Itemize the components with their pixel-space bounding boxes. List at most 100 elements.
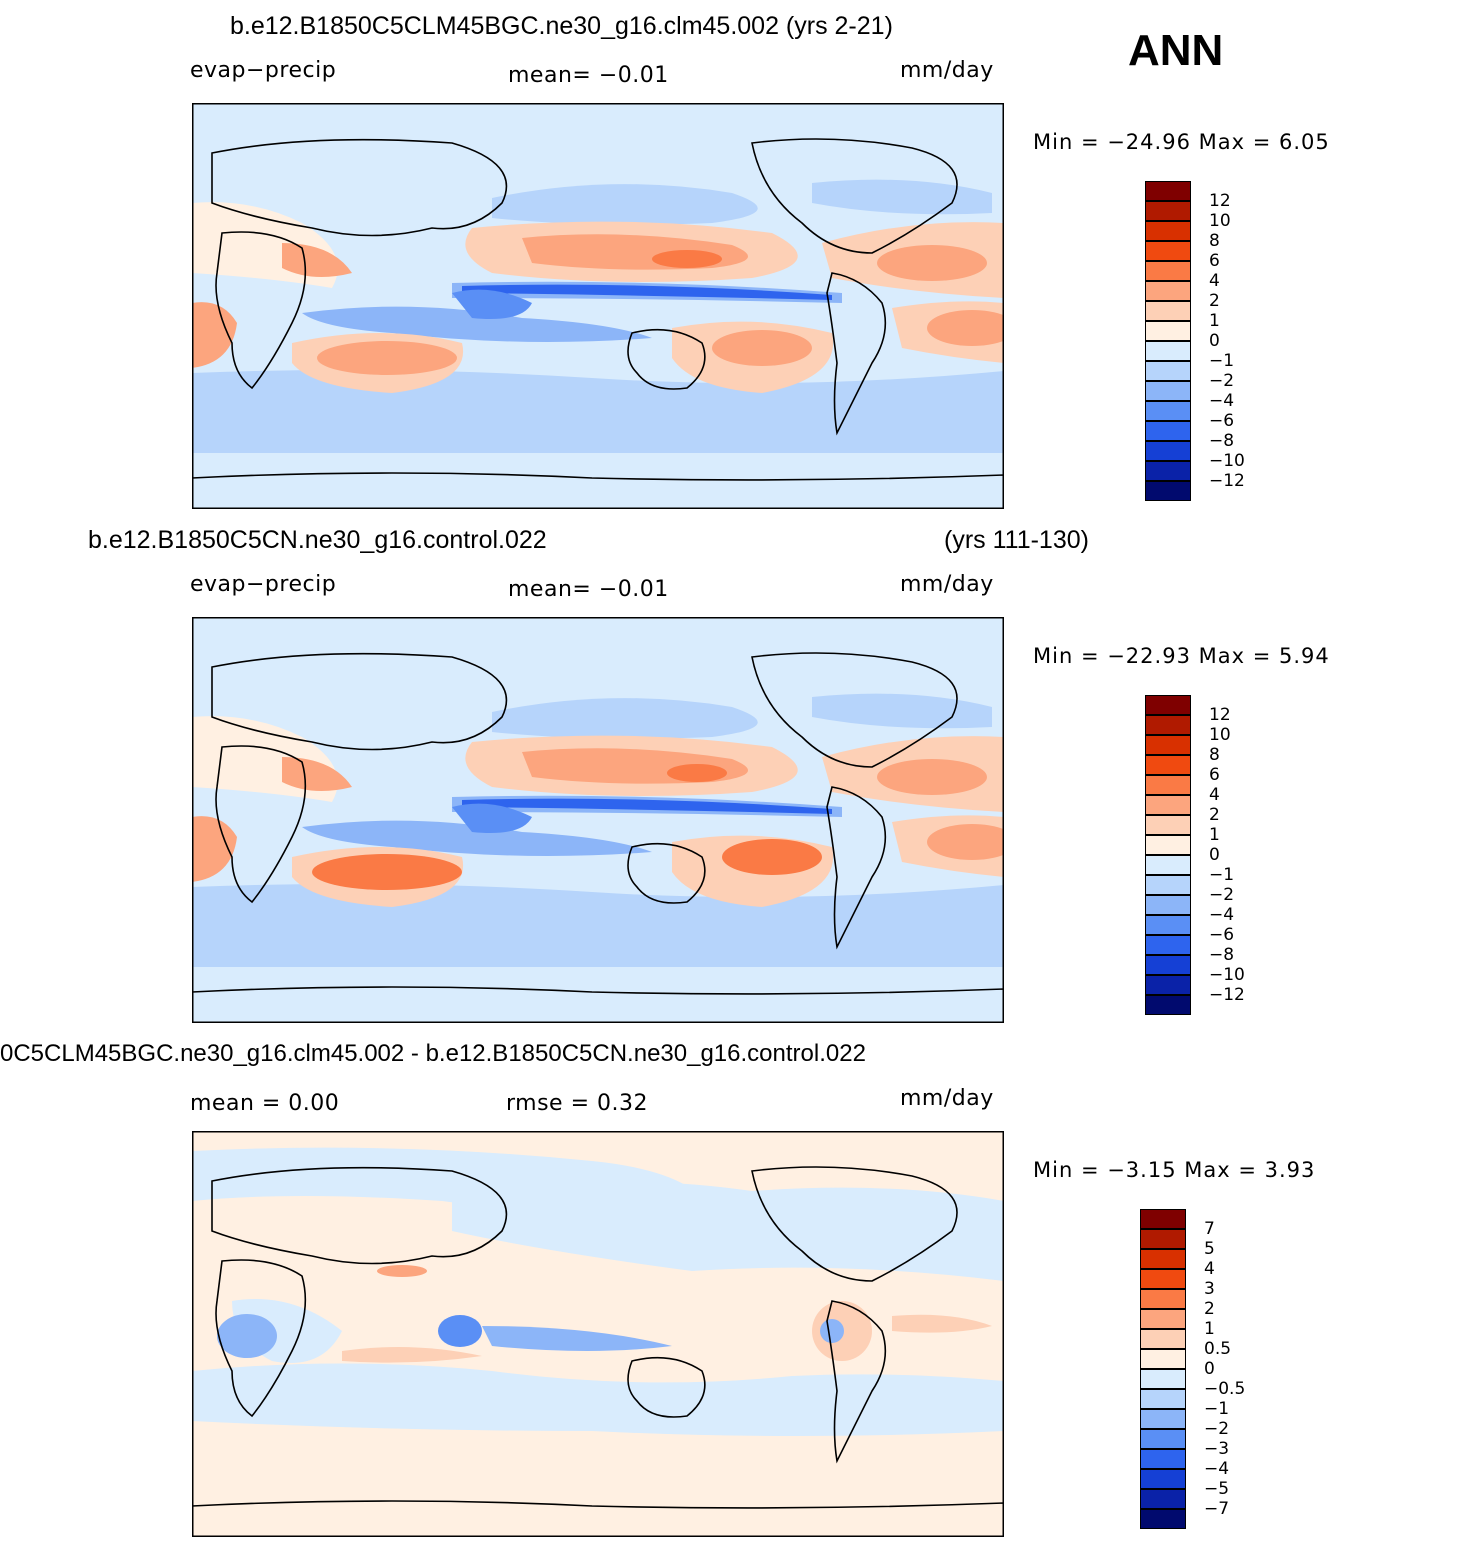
panel3-map <box>192 1131 1004 1537</box>
colorbar-swatch <box>1140 1289 1186 1309</box>
panel1-units: mm/day <box>900 58 994 83</box>
continent-outline <box>192 986 1004 1023</box>
panel3-units: mm/day <box>900 1086 994 1111</box>
continent-outline <box>751 652 958 768</box>
season-label: ANN <box>1128 26 1224 75</box>
colorbar-label: 0 <box>1204 1359 1215 1379</box>
colorbar-swatch <box>1145 915 1191 935</box>
continent-outline <box>215 1259 307 1418</box>
continent-outline <box>826 786 887 950</box>
colorbar-label: 12 <box>1209 705 1231 725</box>
colorbar-swatch <box>1140 1249 1186 1269</box>
colorbar-label: 4 <box>1204 1259 1215 1279</box>
panel2-colorbar: 12 10 8 6 4 2 1 0 −1 −2 −4 −6 −8 −10 −12 <box>1145 695 1301 1019</box>
colorbar-label: −4 <box>1209 391 1235 411</box>
colorbar-label: −1 <box>1204 1399 1230 1419</box>
colorbar-swatch <box>1140 1329 1186 1349</box>
colorbar-label: 7 <box>1204 1219 1215 1239</box>
colorbar-label: −2 <box>1204 1419 1230 1439</box>
colorbar-label: −7 <box>1204 1499 1230 1519</box>
map-frame <box>192 617 1004 1023</box>
panel2-variable: evap−precip <box>190 572 337 597</box>
panel2-map <box>192 617 1004 1023</box>
colorbar-label: 0 <box>1209 331 1220 351</box>
panel1-minmax: Min = −24.96 Max = 6.05 <box>1033 130 1330 154</box>
colorbar-swatch <box>1145 201 1191 221</box>
colorbar-swatch <box>1145 401 1191 421</box>
panel3-minmax: Min = −3.15 Max = 3.93 <box>1033 1158 1316 1182</box>
panel3-rmse: rmse = 0.32 <box>506 1091 648 1116</box>
colorbar-label: 2 <box>1209 291 1220 311</box>
colorbar-swatch <box>1140 1309 1186 1329</box>
continent-outline <box>215 231 307 390</box>
panel1-title: b.e12.B1850C5CLM45BGC.ne30_g16.clm45.002… <box>230 12 893 40</box>
panel1-map <box>192 103 1004 509</box>
colorbar-label: 12 <box>1209 191 1231 211</box>
colorbar-label: 10 <box>1209 725 1231 745</box>
colorbar-swatch <box>1145 815 1191 835</box>
colorbar-label: 2 <box>1204 1299 1215 1319</box>
colorbar-swatch <box>1145 301 1191 321</box>
colorbar-swatch <box>1140 1349 1186 1369</box>
colorbar-swatch <box>1140 1229 1186 1249</box>
colorbar-label: 1 <box>1209 311 1220 331</box>
panel1-colorbar: 12 10 8 6 4 2 1 0 −1 −2 −4 −6 −8 −10 −12 <box>1145 181 1301 505</box>
colorbar-label: −6 <box>1209 411 1235 431</box>
colorbar-swatch <box>1145 695 1191 715</box>
map-frame <box>192 103 1004 509</box>
colorbar-swatch <box>1140 1449 1186 1469</box>
colorbar-swatch <box>1145 481 1191 501</box>
colorbar-label: −2 <box>1209 371 1235 391</box>
continent-outline <box>192 1500 1004 1537</box>
colorbar-label: 10 <box>1209 211 1231 231</box>
colorbar-label: 4 <box>1209 271 1220 291</box>
colorbar-label: −8 <box>1209 945 1235 965</box>
colorbar-swatch <box>1145 361 1191 381</box>
panel3-title: 0C5CLM45BGC.ne30_g16.clm45.002 - b.e12.B… <box>0 1040 866 1067</box>
panel1-variable: evap−precip <box>190 58 337 83</box>
panel2-title: b.e12.B1850C5CN.ne30_g16.control.022 <box>88 526 547 554</box>
colorbar-swatch <box>1145 221 1191 241</box>
colorbar-label: 8 <box>1209 745 1220 765</box>
panel2-units: mm/day <box>900 572 994 597</box>
colorbar-swatch <box>1145 421 1191 441</box>
colorbar-swatch <box>1145 975 1191 995</box>
colorbar-swatch <box>1145 935 1191 955</box>
colorbar-label: −4 <box>1209 905 1235 925</box>
continent-outline <box>826 272 887 436</box>
colorbar-swatch <box>1145 321 1191 341</box>
colorbar-swatch <box>1145 241 1191 261</box>
colorbar-label: 6 <box>1209 765 1220 785</box>
colorbar-label: −4 <box>1204 1459 1230 1479</box>
colorbar-swatch <box>1145 715 1191 735</box>
colorbar-label: −10 <box>1209 451 1245 471</box>
colorbar-label: −12 <box>1209 471 1245 491</box>
panel2-years: (yrs 111-130) <box>944 526 1089 554</box>
colorbar-swatch <box>1145 441 1191 461</box>
continent-outline <box>826 1300 887 1464</box>
colorbar-swatch <box>1145 181 1191 201</box>
continent-outline <box>751 138 958 254</box>
colorbar-swatch <box>1145 461 1191 481</box>
colorbar-swatch <box>1140 1469 1186 1489</box>
colorbar-label: 2 <box>1209 805 1220 825</box>
colorbar-label: 4 <box>1209 785 1220 805</box>
colorbar-swatch <box>1145 755 1191 775</box>
colorbar-swatch <box>1145 261 1191 281</box>
colorbar-swatch <box>1140 1369 1186 1389</box>
colorbar-swatch <box>1145 875 1191 895</box>
colorbar-label: −8 <box>1209 431 1235 451</box>
colorbar-swatch <box>1145 955 1191 975</box>
colorbar-swatch <box>1145 995 1191 1015</box>
continent-outline <box>627 1356 706 1418</box>
colorbar-swatch <box>1145 281 1191 301</box>
colorbar-label: −3 <box>1204 1439 1230 1459</box>
continent-outline <box>211 1166 508 1265</box>
colorbar-label: −2 <box>1209 885 1235 905</box>
colorbar-swatch <box>1145 895 1191 915</box>
panel1-mean: mean= −0.01 <box>508 63 669 88</box>
colorbar-label: 0 <box>1209 845 1220 865</box>
continent-outline <box>627 328 706 390</box>
colorbar-label: −1 <box>1209 351 1235 371</box>
colorbar-label: −6 <box>1209 925 1235 945</box>
